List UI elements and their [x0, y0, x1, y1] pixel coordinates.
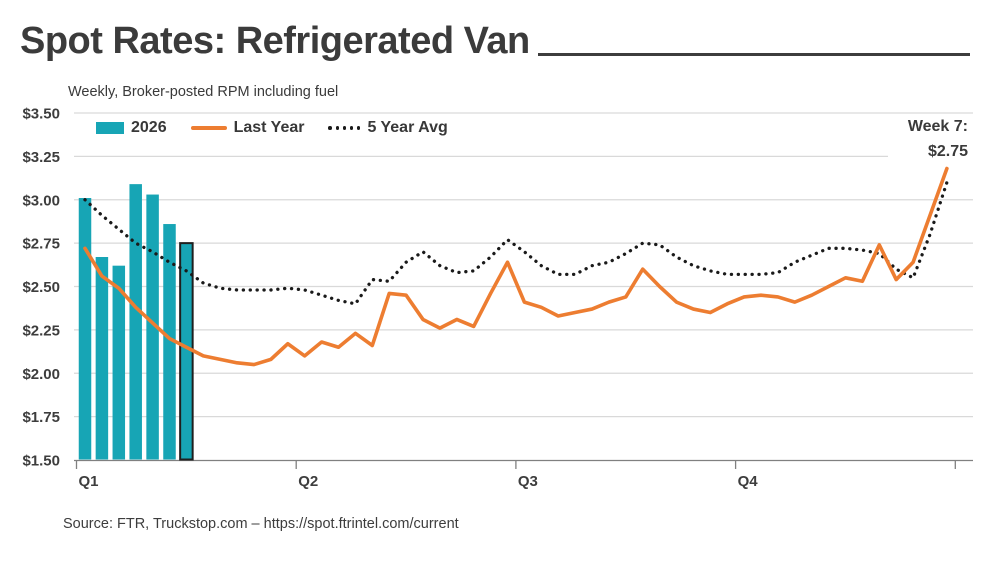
bar-2026 [112, 265, 126, 460]
chart-subtitle: Weekly, Broker-posted RPM including fuel [68, 84, 339, 100]
y-axis-label: $2.25 [22, 322, 60, 339]
y-axis-label: $2.50 [22, 279, 60, 296]
legend-label-5-year-avg: 5 Year Avg [367, 119, 448, 136]
week-annotation: Week 7: $2.75 [893, 113, 968, 169]
line-swatch-icon [190, 126, 227, 130]
page-title: Spot Rates: Refrigerated Van [20, 20, 530, 62]
bar-2026 [146, 194, 159, 460]
week-annotation-label: Week 7: [907, 118, 968, 135]
x-axis-label: Q2 [298, 473, 318, 490]
chart-legend: 2026 Last Year 5 Year Avg [96, 119, 448, 137]
y-axis-label: $1.50 [22, 453, 60, 470]
y-axis-label: $2.00 [22, 366, 60, 383]
dotted-swatch-icon [328, 126, 361, 130]
legend-item-2026: 2026 [96, 119, 167, 137]
legend-item-5-year-avg: 5 Year Avg [328, 119, 448, 137]
legend-label-2026: 2026 [131, 119, 167, 136]
x-axis-label: Q3 [518, 473, 538, 490]
source-note: Source: FTR, Truckstop.com – https://spo… [63, 516, 459, 532]
x-axis-label: Q4 [738, 473, 759, 490]
bar-2026 [163, 224, 176, 460]
y-axis-label: $1.75 [22, 409, 60, 426]
y-axis-label: $3.25 [22, 149, 60, 166]
bar-2026 [78, 198, 92, 460]
bar-2026 [95, 257, 109, 460]
legend-item-last-year: Last Year [190, 119, 305, 137]
y-axis-label: $3.50 [22, 106, 60, 123]
x-axis-label: Q1 [78, 473, 98, 490]
week-annotation-value: $2.75 [927, 142, 968, 160]
bar-swatch-icon [96, 122, 124, 134]
y-axis-label: $3.00 [22, 192, 60, 209]
five-year-avg-line [83, 180, 949, 306]
last-year-line [83, 166, 949, 367]
y-axis-label: $2.75 [22, 236, 60, 253]
bar-2026 [129, 184, 142, 460]
legend-label-last-year: Last Year [233, 119, 305, 136]
title-underline [538, 53, 970, 56]
